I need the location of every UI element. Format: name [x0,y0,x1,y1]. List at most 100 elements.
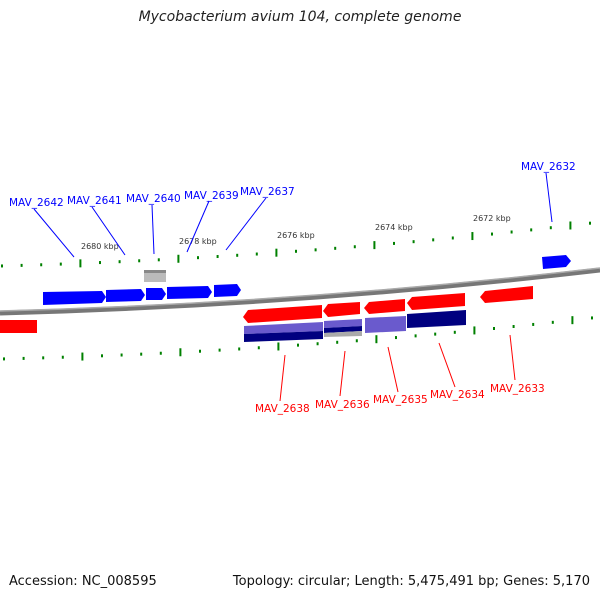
gene-arrow-MAV_2639[interactable] [167,286,212,299]
gene-arrow-MAV_2632[interactable] [542,255,571,269]
gene-box-grey-top [144,270,166,273]
major-tick [571,316,574,325]
minor-tick [453,330,456,334]
forward-leaders [33,172,553,258]
gene-label[interactable]: MAV_2641 [67,195,122,207]
major-tick [569,221,572,230]
gene-arrow-MAV_2641[interactable] [106,289,145,302]
major-tick [79,259,82,268]
minor-tick [216,255,219,259]
cds-bar[interactable] [324,319,362,328]
minor-tick [334,246,337,250]
gene-arrow-MAV_2640[interactable] [146,288,166,300]
gene-arrow-MAV_2634[interactable] [407,293,465,310]
minor-tick [138,259,141,263]
minor-tick [551,320,554,324]
minor-tick [101,354,103,358]
gene-arrow-MAV_2635[interactable] [364,299,405,314]
minor-tick [20,263,23,267]
gene-label[interactable]: MAV_2632 [521,161,576,173]
minor-tick [297,343,299,347]
minor-tick [395,336,397,340]
cds-bar[interactable] [407,310,466,328]
major-tick [473,326,476,335]
minor-tick [61,355,64,359]
minor-tick [532,322,535,326]
minor-tick [59,262,62,266]
accession-text: Accession: NC_008595 [9,574,157,589]
major-tick [275,248,278,257]
gene-label[interactable]: MAV_2638 [255,403,310,415]
major-tick [373,241,376,250]
minor-tick [40,263,43,267]
minor-tick [120,353,123,357]
minor-tick [255,252,258,256]
minor-tick [140,352,143,356]
minor-tick [257,346,260,350]
minor-tick [353,245,356,249]
minor-tick [530,228,533,232]
reverse-genes [0,286,533,333]
minor-tick [42,356,45,360]
major-tick [179,348,182,357]
minor-tick [1,264,3,268]
minor-tick [336,340,339,344]
minor-tick [589,221,591,225]
minor-tick [434,332,437,336]
major-tick [375,335,378,344]
minor-tick [159,351,162,355]
gene-label[interactable]: MAV_2640 [126,193,181,205]
scale-label: 2674 kbp [375,223,413,232]
cds-bar[interactable] [324,331,362,337]
gene-label[interactable]: MAV_2642 [9,197,64,209]
forward-genes [43,255,571,305]
gene-arrow-MAV_2636[interactable] [323,302,360,317]
minor-tick [512,324,515,328]
gene-label[interactable]: MAV_2639 [184,190,239,202]
tick-track [1,221,593,361]
minor-tick [314,248,317,252]
minor-tick [491,232,493,236]
major-tick [81,352,84,361]
major-tick [177,254,180,263]
gene-label[interactable]: MAV_2634 [430,389,485,401]
minor-tick [355,339,358,343]
minor-tick [218,348,221,352]
minor-tick [199,349,201,353]
gene-label[interactable]: MAV_2636 [315,399,370,411]
minor-tick [238,347,241,351]
minor-tick [295,249,297,253]
minor-tick [393,241,395,245]
cds-bar[interactable] [365,316,406,333]
minor-tick [493,326,495,330]
cds-bar[interactable] [244,322,323,334]
minor-tick [412,240,415,244]
genome-title: Mycobacterium avium 104, complete genome [138,9,462,25]
minor-tick [99,261,101,265]
gene-label[interactable]: MAV_2635 [373,394,428,406]
genome-backbone [0,267,600,316]
gene-arrow-left[interactable] [0,320,37,333]
minor-tick [157,258,160,262]
minor-tick [414,334,417,338]
genome-summary: Topology: circular; Length: 5,475,491 bp… [232,574,590,589]
minor-tick [118,260,121,264]
gene-arrow-MAV_2633[interactable] [480,286,533,303]
gene-arrow-MAV_2637[interactable] [214,284,241,297]
gene-label[interactable]: MAV_2637 [240,186,295,198]
reverse-leaders [279,334,516,402]
cds-bar[interactable] [244,331,323,342]
gene-arrow-MAV_2642[interactable] [43,291,106,305]
minor-tick [197,256,199,260]
minor-tick [591,316,593,320]
cds-bar[interactable] [324,326,362,333]
major-tick [471,232,474,241]
minor-tick [549,226,552,230]
gene-arrow-MAV_2638[interactable] [243,305,322,323]
minor-tick [451,236,454,240]
minor-tick [236,253,239,257]
minor-tick [22,356,25,360]
gene-label[interactable]: MAV_2633 [490,383,545,395]
